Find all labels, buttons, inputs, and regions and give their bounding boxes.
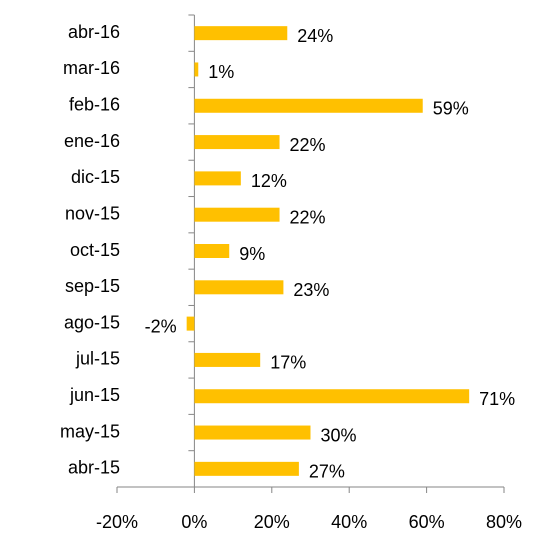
y-tick-label: nov-15 <box>65 203 120 223</box>
data-label: 22% <box>290 135 326 155</box>
data-label: 17% <box>270 353 306 373</box>
x-tick-label: 40% <box>331 512 367 532</box>
x-tick-label: 80% <box>486 512 522 532</box>
data-label: 23% <box>293 280 329 300</box>
data-label: 30% <box>321 425 357 445</box>
bar <box>194 171 241 186</box>
y-tick-label: mar-16 <box>63 58 120 78</box>
y-tick-label: feb-16 <box>69 95 120 115</box>
bar <box>194 26 288 41</box>
bar <box>194 135 280 150</box>
x-tick-label: -20% <box>96 512 138 532</box>
x-tick-label: 0% <box>181 512 207 532</box>
y-tick-label: abr-16 <box>68 22 120 42</box>
bar <box>194 352 261 367</box>
y-tick-label: ago-15 <box>64 312 120 332</box>
y-tick-label: jul-15 <box>75 349 120 369</box>
bar <box>194 389 470 404</box>
data-label: 24% <box>297 26 333 46</box>
data-label: 27% <box>309 462 345 482</box>
data-label: 71% <box>479 389 515 409</box>
bar <box>194 98 423 113</box>
bar <box>194 461 299 476</box>
bar <box>194 425 311 440</box>
bar <box>194 207 280 222</box>
y-tick-label: jun-15 <box>69 385 120 405</box>
data-label: 12% <box>251 171 287 191</box>
bar <box>186 316 195 331</box>
data-label: 22% <box>290 207 326 227</box>
y-tick-label: abr-15 <box>68 458 120 478</box>
y-tick-label: may-15 <box>60 421 120 441</box>
y-tick-label: oct-15 <box>70 240 120 260</box>
data-label: 59% <box>433 99 469 119</box>
y-tick-label: ene-16 <box>64 131 120 151</box>
x-tick-label: 60% <box>409 512 445 532</box>
bar <box>194 62 199 77</box>
bar <box>194 280 284 295</box>
data-label: 1% <box>208 62 234 82</box>
x-tick-label: 20% <box>254 512 290 532</box>
y-tick-label: dic-15 <box>71 167 120 187</box>
data-label: -2% <box>145 316 177 336</box>
y-tick-label: sep-15 <box>65 276 120 296</box>
bar <box>194 244 230 258</box>
data-label: 9% <box>239 244 265 264</box>
